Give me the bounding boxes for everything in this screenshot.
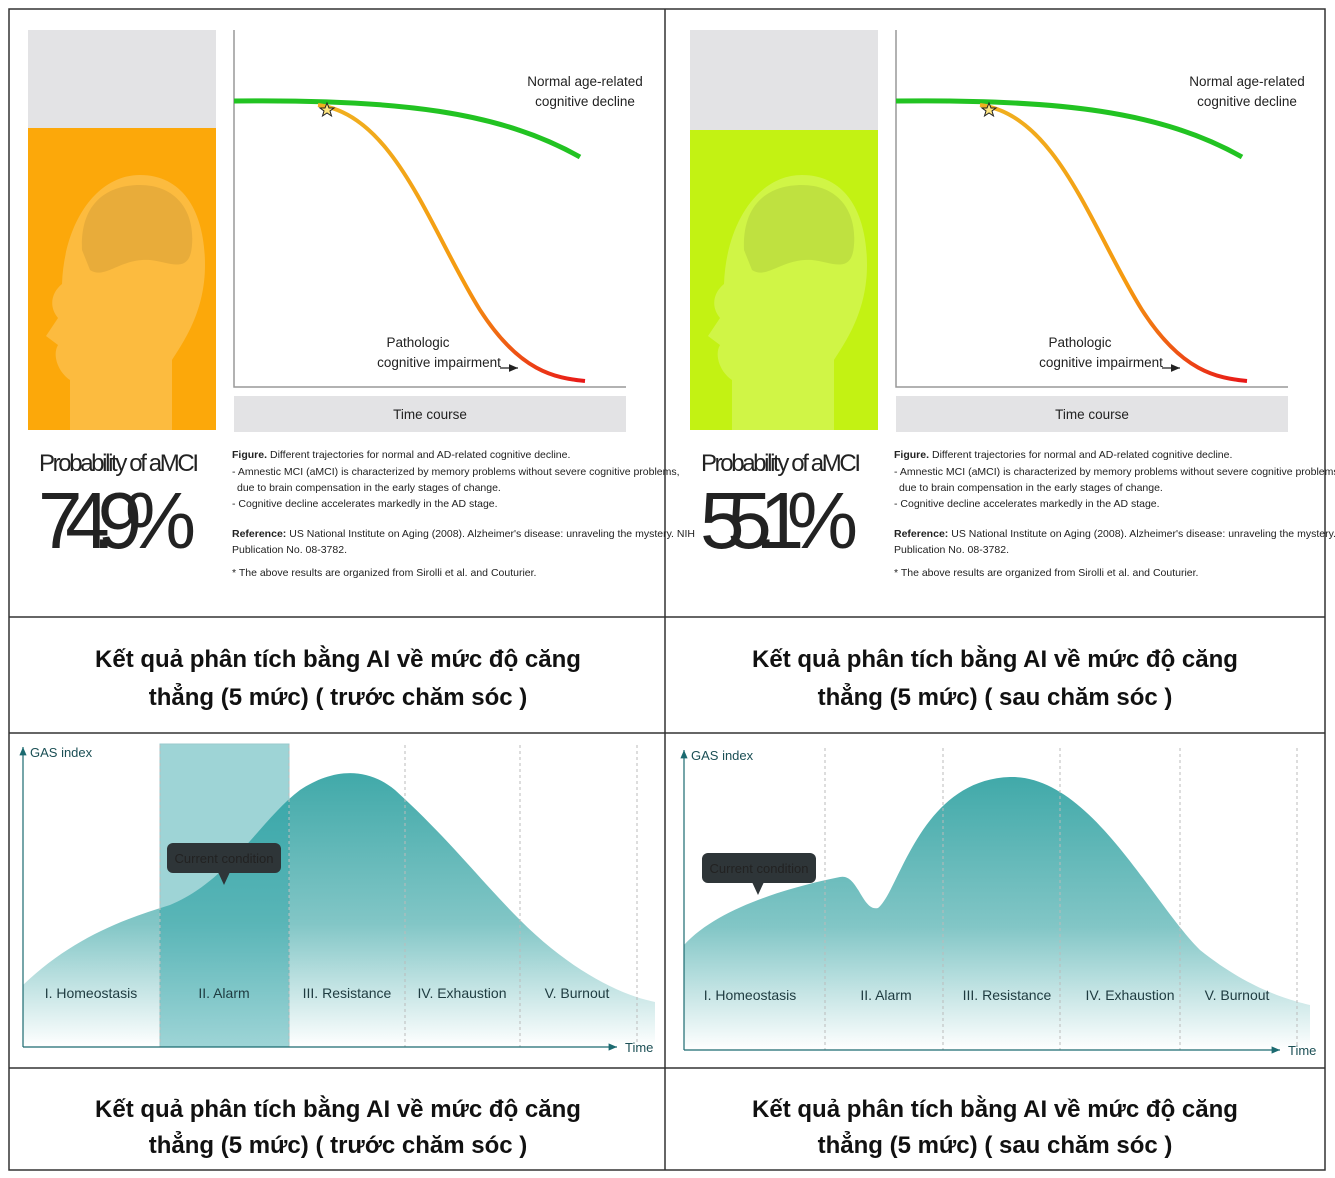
axes (895, 30, 1288, 388)
pathologic-label: Pathologic (386, 335, 449, 350)
probability-value: 55.1% (700, 476, 858, 565)
stage-label: I. Homeostasis (45, 985, 138, 1001)
stage-label: V. Burnout (1205, 987, 1270, 1003)
tooltip (167, 843, 281, 873)
normal-label: cognitive decline (1197, 94, 1297, 109)
reference-line: Reference: US National Institute on Aging… (894, 528, 1335, 540)
note: - Amnestic MCI (aMCI) is characterized b… (894, 466, 1335, 478)
pathologic-curve (979, 103, 1248, 383)
footnote: * The above results are organized from S… (894, 567, 1198, 579)
amci-panel (28, 30, 626, 432)
probability-box (28, 128, 216, 430)
normal-curve (895, 98, 1244, 160)
probability-value: 74.9% (38, 476, 196, 565)
figure-title: Figure. (232, 449, 267, 461)
normal-label: Normal age-related (527, 74, 643, 89)
gas-area (23, 773, 655, 1047)
amci-panel (690, 30, 1288, 432)
reference-text: Publication No. 08-3782. (894, 544, 1009, 556)
pathologic-label: cognitive impairment (1039, 355, 1163, 370)
pathologic-label: cognitive impairment (377, 355, 501, 370)
stage-label: IV. Exhaustion (1086, 987, 1175, 1003)
brain (81, 185, 193, 273)
pathologic-label: Pathologic (1048, 335, 1111, 350)
caption: Kết quả phân tích bằng AI về mức độ căng (95, 645, 581, 673)
stage-label: V. Burnout (545, 985, 610, 1001)
time-axis-label: Time course (1055, 407, 1129, 422)
time-axis-label: Time course (393, 407, 467, 422)
probability-box (690, 130, 878, 430)
box-empty (28, 30, 216, 128)
figure-title: Figure. (894, 449, 929, 461)
caption: Kết quả phân tích bằng AI về mức độ căng (752, 1095, 1238, 1123)
note: - Cognitive decline accelerates markedly… (232, 498, 498, 510)
stage-label: III. Resistance (963, 987, 1052, 1003)
normal-label: cognitive decline (535, 94, 635, 109)
reference-line: Reference: US National Institute on Aging… (232, 528, 695, 540)
grid-frame (8, 8, 1326, 1171)
time-bar (234, 396, 626, 432)
probability-label: Probability of aMCI (701, 450, 861, 477)
note: - Amnestic MCI (aMCI) is characterized b… (232, 466, 680, 478)
footnote: * The above results are organized from S… (232, 567, 536, 579)
head (708, 175, 867, 430)
note: due to brain compensation in the early s… (899, 482, 1163, 494)
stage-label: II. Alarm (860, 987, 911, 1003)
figure-line: Figure. Different trajectories for normal… (894, 449, 1232, 461)
pathologic-curve (317, 103, 586, 383)
normal-curve (233, 98, 582, 160)
caption: thẳng (5 mức) ( sau chăm sóc ) (818, 1130, 1173, 1159)
y-axis-label: GAS index (30, 745, 93, 760)
tooltip (702, 853, 816, 883)
probability-label: Probability of aMCI (39, 450, 199, 477)
y-axis-label: GAS index (691, 748, 754, 763)
reference-text: US National Institute on Aging (2008). A… (289, 528, 695, 540)
reference-text: Publication No. 08-3782. (232, 544, 347, 556)
tooltip-pointer (218, 872, 230, 885)
stage-label: II. Alarm (198, 985, 249, 1001)
x-axis-label: Time (625, 1040, 653, 1055)
stage-label: III. Resistance (303, 985, 392, 1001)
tooltip-text: Current condition (175, 851, 274, 866)
note: - Cognitive decline accelerates markedly… (894, 498, 1160, 510)
head (46, 175, 205, 430)
reference-title: Reference: (894, 528, 948, 540)
stage-label: I. Homeostasis (704, 987, 797, 1003)
axes (233, 30, 626, 388)
star (980, 101, 998, 118)
caption: thẳng (5 mức) ( trước chăm sóc ) (149, 1130, 528, 1159)
figure-line: Figure. Different trajectories for normal… (232, 449, 570, 461)
note: due to brain compensation in the early s… (237, 482, 501, 494)
caption: Kết quả phân tích bằng AI về mức độ căng (752, 645, 1238, 673)
caption: Kết quả phân tích bằng AI về mức độ căng (95, 1095, 581, 1123)
reference-text: US National Institute on Aging (2008). A… (951, 528, 1335, 540)
caption: thẳng (5 mức) ( sau chăm sóc ) (818, 682, 1173, 711)
tooltip-text: Current condition (710, 861, 809, 876)
figure-text: Different trajectories for normal and AD… (932, 449, 1232, 461)
brain (743, 185, 855, 273)
stage-label: IV. Exhaustion (418, 985, 507, 1001)
current-stage-highlight (159, 743, 290, 1048)
normal-label: Normal age-related (1189, 74, 1305, 89)
box-empty (690, 30, 878, 130)
figure-text: Different trajectories for normal and AD… (270, 449, 570, 461)
caption: thẳng (5 mức) ( trước chăm sóc ) (149, 682, 528, 711)
gas-area (684, 776, 1310, 1050)
tooltip-pointer (752, 882, 764, 895)
star (318, 101, 336, 118)
time-bar (896, 396, 1288, 432)
reference-title: Reference: (232, 528, 286, 540)
x-axis-label: Time (1288, 1043, 1316, 1058)
